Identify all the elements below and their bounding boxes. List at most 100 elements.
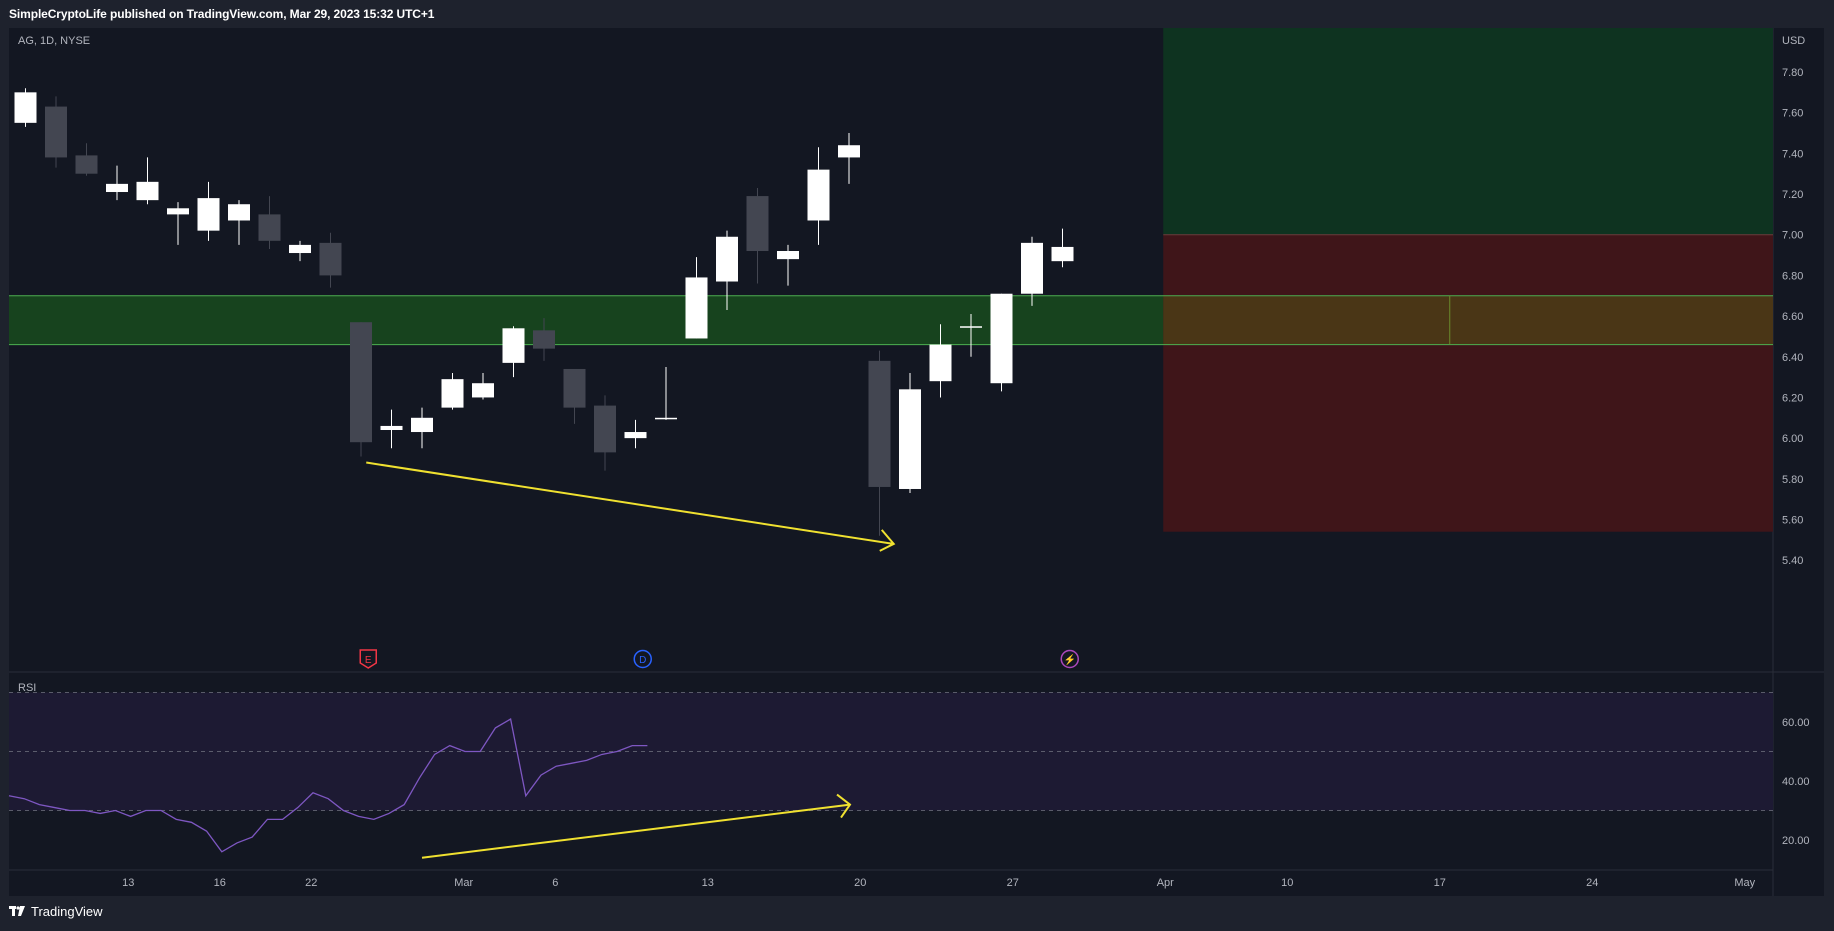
split-marker: ⚡ <box>1060 649 1079 669</box>
brand-name: TradingView <box>31 904 103 919</box>
time-tick-label: 27 <box>1007 877 1019 889</box>
time-tick-label: 17 <box>1434 877 1446 889</box>
support-zone-overlap <box>1163 295 1773 345</box>
candle-body <box>106 183 128 193</box>
currency-label: USD <box>1782 35 1805 47</box>
candle <box>655 366 677 420</box>
candle <box>594 395 616 471</box>
candle-body <box>655 417 677 420</box>
candle-body <box>258 214 281 241</box>
candle <box>319 232 342 288</box>
price-tick-label: 5.80 <box>1782 474 1803 486</box>
symbol-legend[interactable]: AG, 1D, NYSE <box>18 35 91 47</box>
rsi-tick-label: 40.00 <box>1782 776 1810 788</box>
candle <box>807 147 830 245</box>
candle <box>136 157 159 205</box>
time-tick-label: May <box>1734 877 1755 889</box>
time-tick-label: 22 <box>305 877 317 889</box>
candle-body <box>14 92 37 123</box>
publish-header: SimpleCryptoLife published on TradingVie… <box>0 0 1834 28</box>
price-tick-label: 5.40 <box>1782 555 1803 567</box>
candle-body <box>990 293 1013 384</box>
publish-info: SimpleCryptoLife published on TradingVie… <box>9 7 435 21</box>
candle-body <box>960 326 982 328</box>
split-marker-icon <box>1060 649 1079 669</box>
time-tick-label: 10 <box>1281 877 1293 889</box>
price-divergence-arrow <box>366 461 894 545</box>
price-tick-label: 7.20 <box>1782 189 1803 201</box>
candle <box>685 257 708 339</box>
candle-body <box>45 106 67 158</box>
time-tick-label: 13 <box>702 877 714 889</box>
candle <box>380 409 403 449</box>
candle <box>350 322 372 457</box>
candle <box>838 133 860 184</box>
candle <box>624 419 647 449</box>
candle-body <box>777 251 799 260</box>
price-tick-label: 7.00 <box>1782 230 1803 242</box>
candle <box>106 165 128 201</box>
price-tick-label: 6.60 <box>1782 311 1803 323</box>
rsi-tick-label: 20.00 <box>1782 835 1810 847</box>
candle-body <box>472 383 494 398</box>
time-tick-label: 13 <box>122 877 134 889</box>
candle <box>533 318 555 361</box>
candle <box>75 143 98 176</box>
candle-body <box>502 328 525 363</box>
time-tick-label: 16 <box>214 877 226 889</box>
candle-body <box>868 360 891 487</box>
candle <box>45 96 67 168</box>
candle-body <box>746 196 769 251</box>
dividend-marker: D <box>633 649 652 669</box>
earnings-marker-icon <box>359 649 377 669</box>
candle-body <box>441 379 464 408</box>
candle <box>472 373 494 400</box>
price-tick-label: 7.60 <box>1782 108 1803 120</box>
price-tick-label: 6.80 <box>1782 270 1803 282</box>
candle-body <box>929 344 952 382</box>
target-zone <box>1163 28 1773 235</box>
rsi-line <box>8 718 648 853</box>
dividend-marker-icon <box>633 649 652 669</box>
footer: TradingView <box>0 896 1834 931</box>
candle <box>502 326 525 378</box>
candle-body <box>167 208 189 215</box>
candle <box>289 240 311 262</box>
candle <box>258 196 281 249</box>
time-tick-label: Mar <box>454 877 473 889</box>
candle <box>716 230 738 310</box>
candle <box>441 373 464 410</box>
time-tick-label: 6 <box>552 877 558 889</box>
candle-body <box>411 417 433 433</box>
price-tick-label: 6.20 <box>1782 392 1803 404</box>
candle <box>899 373 921 494</box>
stop-zone <box>1163 234 1773 532</box>
candle <box>411 407 433 449</box>
rsi-tick-label: 60.00 <box>1782 717 1810 729</box>
candle <box>960 314 982 357</box>
candle-body <box>594 405 616 453</box>
dividend-marker-label: D <box>639 655 646 666</box>
candle <box>777 244 799 286</box>
price-tick-label: 6.40 <box>1782 352 1803 364</box>
candle-body <box>563 368 586 408</box>
candle <box>990 293 1013 392</box>
time-tick-label: Apr <box>1157 877 1174 889</box>
candle-body <box>1021 242 1043 294</box>
time-tick-label: 24 <box>1586 877 1598 889</box>
candle <box>929 324 952 398</box>
earnings-marker: E <box>359 649 377 669</box>
price-arrow-head <box>879 529 896 552</box>
time-tick-label: 20 <box>854 877 866 889</box>
candle <box>1051 228 1074 268</box>
candle <box>167 202 189 245</box>
candle-body <box>350 322 372 443</box>
candle-body <box>1051 246 1074 262</box>
price-tick-label: 7.80 <box>1782 67 1803 79</box>
rsi-arrow-head <box>836 793 852 819</box>
candle-body <box>228 204 250 221</box>
candle <box>197 181 220 241</box>
rsi-legend[interactable]: RSI <box>18 682 37 694</box>
candle <box>563 368 586 424</box>
